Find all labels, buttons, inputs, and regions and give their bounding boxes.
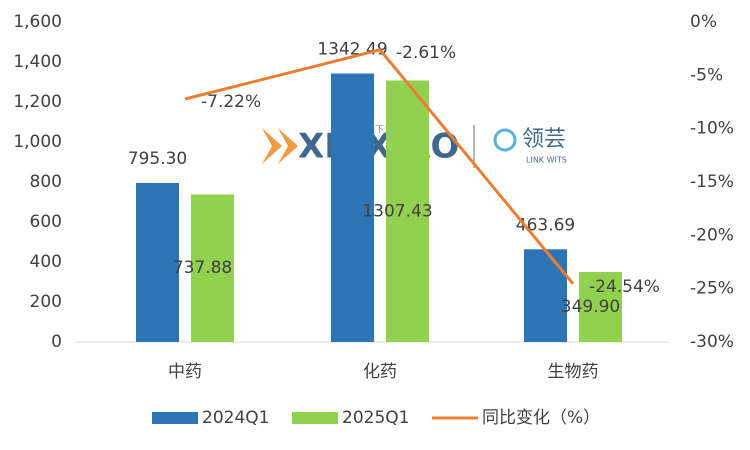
- watermark-icon: [278, 128, 298, 164]
- legend-swatch: [152, 412, 198, 424]
- line-series: [184, 48, 575, 285]
- bar: [386, 80, 429, 342]
- bar: [136, 182, 179, 342]
- watermark-text: 领芸: [522, 127, 566, 152]
- y-tick-label: 0: [51, 332, 62, 352]
- data-label: 349.90: [561, 297, 620, 317]
- y-tick-label: 1,600: [13, 12, 62, 32]
- x-tick-label: 中药: [168, 362, 202, 382]
- bar: [331, 73, 374, 342]
- y2-tick-label: -30%: [690, 332, 734, 352]
- y2-tick-label: -15%: [690, 172, 734, 192]
- data-label: -2.61%: [396, 43, 456, 63]
- watermark: XINXIAO 资本，通天下！ 领芸 LINK WITS: [262, 124, 567, 168]
- watermark-text: XINXIAO: [298, 127, 459, 167]
- y-tick-label: 400: [30, 252, 62, 272]
- data-label: -7.22%: [201, 92, 261, 112]
- bar: [579, 272, 622, 342]
- watermark-icon: [493, 128, 517, 152]
- y-tick-label: 600: [30, 212, 62, 232]
- y-tick-label: 200: [30, 292, 62, 312]
- legend-swatch: [292, 412, 338, 424]
- data-label: 795.30: [128, 149, 187, 169]
- bar: [524, 249, 567, 342]
- legend-label: 2025Q1: [342, 408, 409, 428]
- y-tick-label: 800: [30, 172, 62, 192]
- bar: [191, 194, 234, 342]
- watermark-icon: [262, 128, 282, 164]
- y2-tick-label: -20%: [690, 225, 734, 245]
- y2-tick-label: -25%: [690, 279, 734, 299]
- data-label: 1307.43: [362, 201, 432, 221]
- x-tick-label: 生物药: [548, 362, 599, 382]
- y-tick-label: 1,400: [13, 52, 62, 72]
- y2-tick-label: 0%: [690, 12, 717, 32]
- data-label: 737.88: [173, 258, 232, 278]
- data-label: -24.54%: [589, 277, 660, 297]
- x-tick-label: 化药: [363, 362, 397, 382]
- legend-label: 2024Q1: [202, 408, 269, 428]
- y2-tick-label: -5%: [690, 65, 723, 85]
- y2-tick-label: -10%: [690, 119, 734, 139]
- y-tick-label: 1,200: [13, 92, 62, 112]
- legend-label: 同比变化（%）: [482, 408, 600, 428]
- data-label: 1342.49: [317, 40, 387, 60]
- watermark-text: LINK WITS: [526, 156, 567, 165]
- y-tick-label: 1,000: [13, 132, 62, 152]
